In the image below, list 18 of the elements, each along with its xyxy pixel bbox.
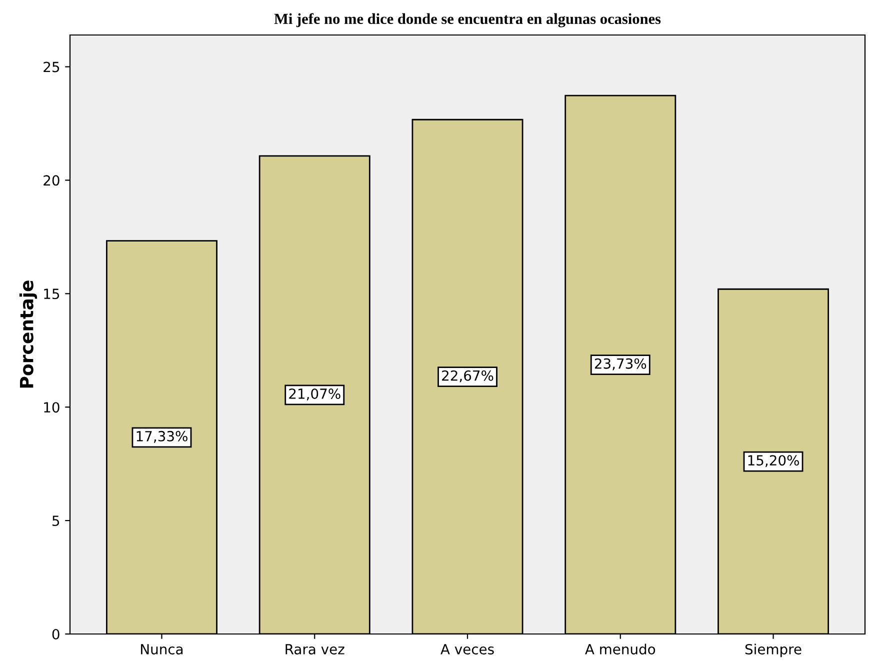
data-label: 23,73% xyxy=(594,358,646,370)
y-tick-label: 10 xyxy=(44,402,60,413)
data-label: 22,67% xyxy=(442,370,494,382)
data-label: 17,33% xyxy=(136,430,188,443)
x-tick-label: Rara vez xyxy=(286,644,344,654)
x-tick-label: Siempre xyxy=(745,644,802,658)
x-tick-label: A menudo xyxy=(585,644,656,654)
y-tick-label: 20 xyxy=(44,175,60,186)
y-tick-label: 25 xyxy=(44,62,60,72)
chart-title: Mi jefe no me dice donde se encuentra en algunas ocasiones xyxy=(274,13,661,28)
y-axis-title: Porcentaje xyxy=(19,280,38,388)
x-tick-label: A veces xyxy=(440,644,494,654)
data-label: 21,07% xyxy=(289,388,340,400)
y-tick-label: 0 xyxy=(52,628,60,640)
data-label: 15,20% xyxy=(748,455,799,468)
y-tick-label: 15 xyxy=(44,288,60,300)
x-tick-label: Nunca xyxy=(141,644,183,654)
y-tick-label: 5 xyxy=(52,516,60,526)
